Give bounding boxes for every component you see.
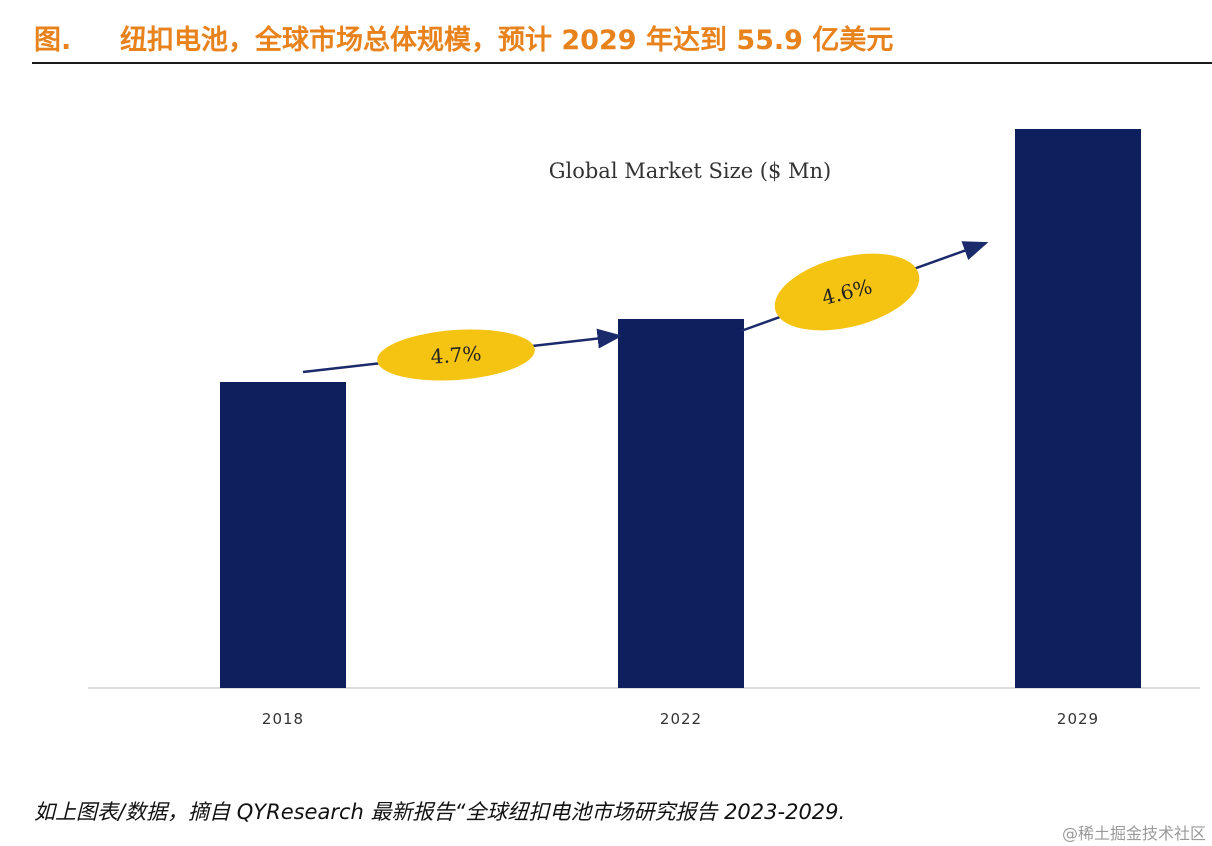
bar-2029 [1015,129,1141,688]
header-divider [32,62,1212,64]
bar-2018 [220,382,346,688]
figure-title: 纽扣电池，全球市场总体规模，预计 2029 年达到 55.9 亿美元 [120,25,894,56]
x-tick-label-2022: 2022 [660,710,702,728]
x-tick-label-2018: 2018 [262,710,304,728]
source-note: 如上图表/数据，摘自 QYResearch 最新报告“全球纽扣电池市场研究报告 … [34,800,846,824]
x-tick-label-2029: 2029 [1057,710,1099,728]
figure-header: 图. 纽扣电池，全球市场总体规模，预计 2029 年达到 55.9 亿美元 [0,0,1212,62]
figure-label: 图. [34,25,72,56]
chart-title: Global Market Size ($ Mn) [549,159,832,183]
bar-2022 [618,319,744,688]
cagr-ellipse-2 [774,253,920,331]
watermark: @稀土掘金技术社区 [1061,824,1206,843]
cagr-ellipse-1 [377,329,535,381]
cagr-label-1: 4.7% [430,341,482,368]
